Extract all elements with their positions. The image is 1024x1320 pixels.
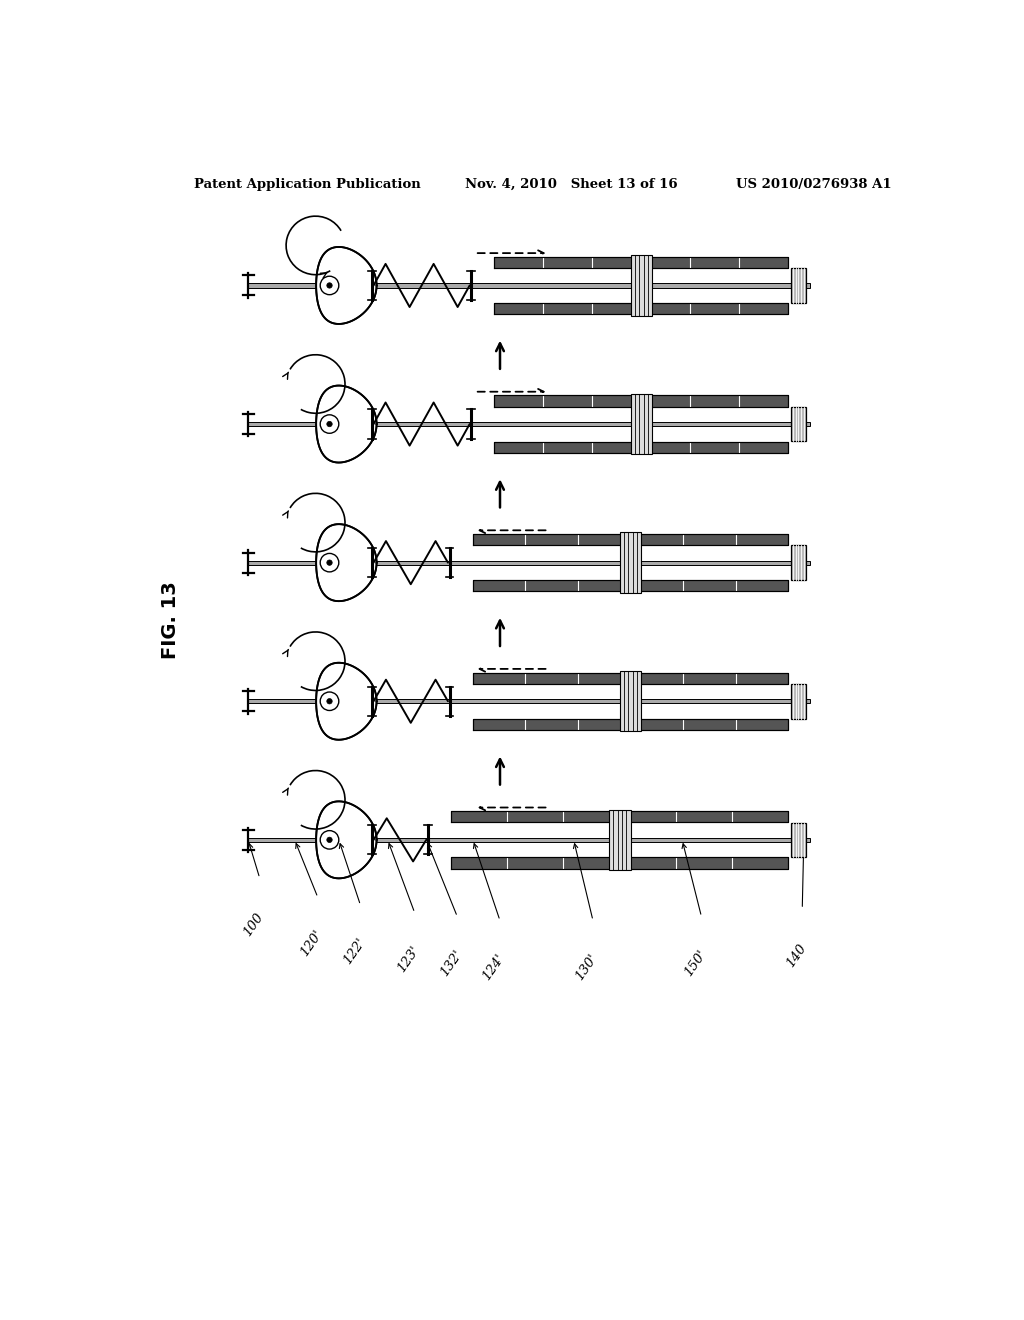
Circle shape [327, 560, 332, 565]
Bar [248, 700, 810, 704]
Text: US 2010/0276938 A1: US 2010/0276938 A1 [736, 178, 892, 190]
Polygon shape [316, 663, 377, 739]
Bar [620, 532, 641, 593]
Bar [620, 671, 641, 731]
Bar [473, 581, 788, 591]
Circle shape [327, 837, 332, 842]
Circle shape [327, 698, 332, 704]
Text: 123': 123' [395, 944, 422, 974]
Polygon shape [316, 524, 377, 601]
Bar [791, 268, 806, 302]
Polygon shape [316, 247, 377, 323]
Circle shape [327, 421, 332, 426]
Text: Nov. 4, 2010   Sheet 13 of 16: Nov. 4, 2010 Sheet 13 of 16 [465, 178, 678, 190]
Bar [791, 407, 806, 441]
Circle shape [327, 282, 332, 288]
Bar [631, 255, 652, 315]
Bar [631, 393, 652, 454]
Text: 140: 140 [783, 941, 809, 969]
Bar [451, 858, 788, 869]
Circle shape [321, 553, 339, 572]
Bar [248, 838, 810, 842]
Bar [791, 822, 806, 857]
Text: 130': 130' [573, 952, 600, 982]
Bar [473, 673, 788, 684]
Bar [495, 257, 788, 268]
Text: 150': 150' [682, 948, 709, 978]
Circle shape [321, 692, 339, 710]
Circle shape [321, 414, 339, 433]
Text: 132': 132' [437, 948, 465, 978]
Bar [248, 284, 810, 288]
Text: 120': 120' [298, 928, 326, 960]
Polygon shape [316, 385, 377, 462]
Polygon shape [316, 801, 377, 878]
Text: 100: 100 [241, 911, 266, 939]
Bar [495, 442, 788, 453]
Bar [248, 422, 810, 426]
Text: FIG. 13: FIG. 13 [161, 582, 180, 659]
Bar [495, 396, 788, 407]
Bar [473, 535, 788, 545]
Bar [609, 809, 631, 870]
Bar [248, 561, 810, 565]
Bar [791, 684, 806, 718]
Text: 122': 122' [341, 936, 368, 966]
Bar [451, 812, 788, 822]
Circle shape [321, 276, 339, 294]
Bar [791, 545, 806, 579]
Bar [495, 304, 788, 314]
Bar [473, 719, 788, 730]
Text: 124': 124' [480, 952, 507, 982]
Text: Patent Application Publication: Patent Application Publication [194, 178, 421, 190]
Circle shape [321, 830, 339, 849]
